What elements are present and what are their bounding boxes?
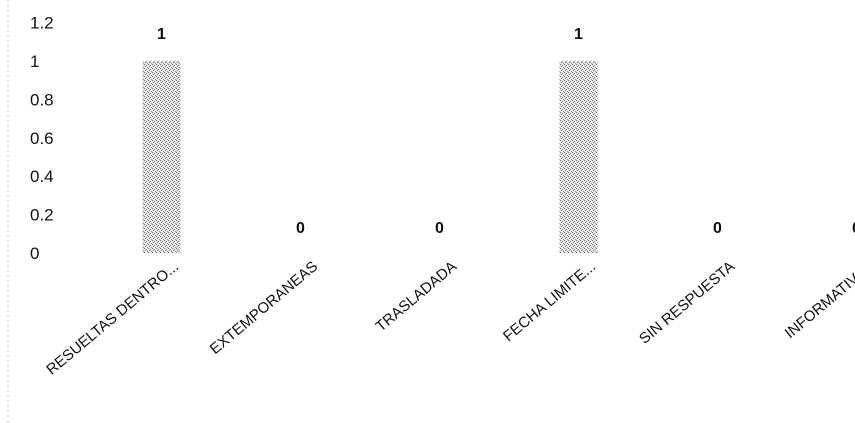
y-tick-label: 0.8 — [30, 90, 54, 109]
x-category-label: SIN RESPUESTA — [636, 258, 738, 347]
y-tick-label: 1.2 — [30, 14, 54, 33]
y-tick-label: 0.4 — [30, 167, 54, 186]
x-category-label: TRASLADADA — [373, 258, 461, 335]
y-tick-label: 0.6 — [30, 129, 54, 148]
data-labels: 1 0 0 1 0 0 — [157, 26, 855, 237]
y-tick-label: 1 — [30, 52, 39, 71]
bars — [142, 61, 598, 253]
x-category-label: INFORMATIVAS — [782, 258, 855, 342]
y-axis: 0 0.2 0.4 0.6 0.8 1 1.2 — [30, 14, 54, 263]
bar — [559, 61, 598, 253]
data-label: 0 — [435, 220, 444, 237]
data-label: 0 — [713, 220, 722, 237]
data-label: 0 — [852, 220, 855, 237]
y-tick-label: 0.2 — [30, 206, 54, 225]
data-label: 1 — [574, 26, 583, 43]
bar — [142, 61, 181, 253]
data-label: 0 — [296, 220, 305, 237]
x-category-label: FECHA LIMITE... — [500, 258, 599, 345]
y-tick-label: 0 — [30, 244, 39, 263]
x-category-label: EXTEMPORANEAS — [207, 258, 321, 358]
x-category-label: RESUELTAS DENTRO... — [43, 258, 182, 378]
data-label: 1 — [157, 26, 166, 43]
x-axis: RESUELTAS DENTRO... EXTEMPORANEAS TRASLADA… — [43, 258, 855, 378]
